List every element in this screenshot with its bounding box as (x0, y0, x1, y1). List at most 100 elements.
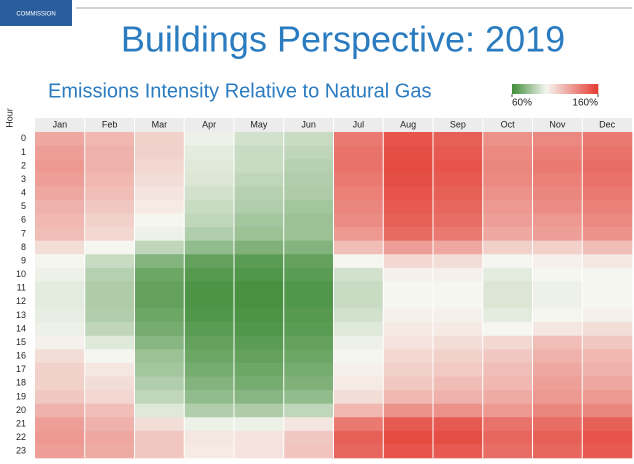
colorbar-step (512, 84, 515, 94)
colorbar-step (533, 84, 536, 94)
heat-cell (283, 213, 334, 228)
heat-cell (582, 132, 633, 146)
colorbar-step (593, 84, 597, 94)
heat-cell (84, 240, 135, 255)
heat-cell (184, 199, 235, 214)
x-tick-label: Dec (599, 119, 616, 129)
heat-cell (433, 132, 484, 146)
x-tick-label: Aug (400, 119, 416, 129)
heat-cell (333, 295, 384, 309)
x-tick-label: Sep (450, 119, 466, 129)
heat-cell (433, 444, 484, 459)
heat-cell (582, 295, 633, 309)
heat-cell (383, 295, 434, 309)
y-tick-label: 10 (16, 269, 26, 279)
heat-cell (35, 390, 86, 404)
heat-cell (582, 172, 633, 187)
heat-cell (582, 322, 633, 337)
heat-cell (433, 254, 484, 269)
colorbar-step (542, 84, 545, 94)
heat-cell (184, 362, 235, 377)
y-tick-label: 22 (16, 432, 26, 442)
colorbar-step (595, 84, 599, 94)
heat-cell (433, 430, 484, 445)
heat-cell (532, 362, 583, 377)
heat-cell (383, 430, 434, 445)
y-tick-label: 8 (21, 242, 26, 252)
y-tick-label: 6 (21, 215, 26, 225)
heat-cell (35, 132, 86, 146)
y-tick-label: 3 (21, 174, 26, 184)
y-tick-label: 20 (16, 405, 26, 415)
y-axis-label: Hour (4, 108, 14, 128)
heat-cell (333, 213, 384, 228)
heat-cell (134, 390, 185, 404)
heat-cell (184, 254, 235, 269)
heat-cell (84, 390, 135, 404)
heat-cell (35, 295, 86, 309)
heat-cell (582, 335, 633, 350)
heat-cell (283, 430, 334, 445)
heat-cell (433, 281, 484, 296)
heat-cell (482, 362, 533, 377)
heat-cell (333, 417, 384, 432)
heat-cell (134, 254, 185, 269)
heat-cell (283, 132, 334, 146)
y-tick-label: 17 (16, 364, 26, 374)
heat-cell (84, 444, 135, 459)
heat-cell (84, 308, 135, 323)
heat-cell (532, 267, 583, 282)
heat-cell (234, 186, 285, 201)
heat-cell (84, 186, 135, 201)
heat-cell (84, 132, 135, 146)
heat-cell (234, 403, 285, 418)
colorbar-step (574, 84, 577, 94)
x-tick-label: Jun (301, 119, 316, 129)
heat-cell (84, 145, 135, 160)
heat-cell (532, 199, 583, 214)
x-tick-label: Feb (102, 119, 118, 129)
heat-cell (383, 417, 434, 432)
heat-cell (582, 199, 633, 214)
heat-cell (35, 349, 86, 364)
heat-cell (234, 145, 285, 160)
heat-cell (333, 254, 384, 269)
heat-cell (582, 145, 633, 160)
heat-cell (184, 295, 235, 309)
heat-cell (433, 240, 484, 255)
x-tick-label: Oct (501, 119, 516, 129)
heat-cell (283, 444, 334, 459)
y-tick-label: 4 (21, 188, 26, 198)
colorbar-step (557, 84, 560, 94)
heat-cell (84, 430, 135, 445)
heat-cell (184, 390, 235, 404)
heat-cell (482, 349, 533, 364)
heat-cell (134, 444, 185, 459)
heat-cell (283, 281, 334, 296)
heat-cell (582, 159, 633, 174)
heat-cell (582, 349, 633, 364)
heat-cell (433, 145, 484, 160)
heat-cell (134, 308, 185, 323)
heat-cell (184, 213, 235, 228)
colorbar-step (555, 84, 558, 94)
heat-cell (234, 227, 285, 241)
colorbar-step (546, 84, 549, 94)
heat-cell (532, 322, 583, 337)
chart-title: Buildings Perspective: 2019 (121, 19, 565, 60)
colorbar-step (544, 84, 547, 94)
heat-cell (482, 267, 533, 282)
heat-cell (234, 254, 285, 269)
heat-cell (84, 335, 135, 350)
heat-cell (333, 227, 384, 241)
heat-cell (333, 199, 384, 214)
heat-cell (582, 390, 633, 404)
heat-cell (134, 132, 185, 146)
heat-cell (283, 159, 334, 174)
heat-cell (333, 308, 384, 323)
heat-cell (433, 227, 484, 241)
heat-cell (532, 349, 583, 364)
y-tick-label: 14 (16, 323, 26, 333)
heat-cell (283, 295, 334, 309)
